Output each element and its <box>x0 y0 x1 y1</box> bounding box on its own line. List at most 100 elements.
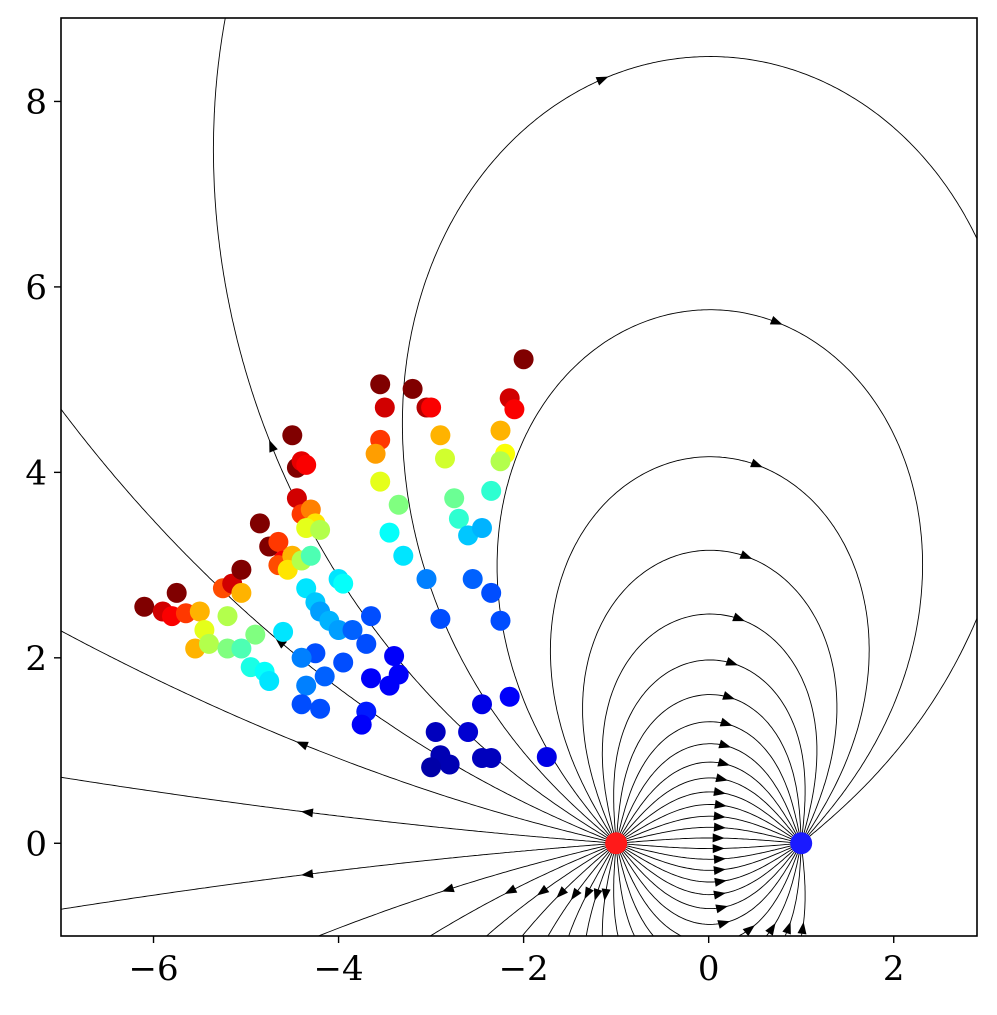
data-point-80 <box>416 569 437 589</box>
data-point-71 <box>370 471 391 492</box>
streamline-10 <box>613 659 806 844</box>
streamline-17 <box>61 408 612 842</box>
streamline-arrow-9 <box>722 691 735 700</box>
streamline-19 <box>61 776 611 844</box>
data-point-49 <box>384 646 405 666</box>
data-point-62 <box>333 573 354 594</box>
data-point-79 <box>472 518 492 538</box>
streamline-arrow-32 <box>742 925 755 936</box>
data-point-70 <box>430 425 451 446</box>
data-point-72 <box>435 448 455 469</box>
streamline-11 <box>601 613 818 844</box>
plot-area <box>61 18 977 936</box>
data-point-69 <box>365 443 386 464</box>
data-point-19 <box>231 559 252 580</box>
data-point-37 <box>296 675 317 696</box>
streamline-arrow-13 <box>750 458 763 468</box>
streamline-31 <box>616 843 802 936</box>
streamline-arrow-5 <box>715 773 729 783</box>
streamline-36 <box>620 842 802 883</box>
data-point-89 <box>481 480 502 501</box>
streamline-arrow-35 <box>713 890 726 900</box>
data-point-81 <box>462 569 483 589</box>
streamline-arrow-20 <box>300 869 314 879</box>
streamline-arrow-18 <box>295 741 309 751</box>
streamline-arrow-14 <box>769 315 783 325</box>
streamline-1 <box>621 826 802 844</box>
data-point-67 <box>421 397 442 418</box>
data-point-77 <box>393 545 414 566</box>
data-point-20 <box>273 621 294 642</box>
streamline-arrow-2 <box>713 811 726 821</box>
streamline-28 <box>601 848 616 936</box>
y-tick-label-0: 0 <box>25 824 47 864</box>
streamline-22 <box>429 844 612 936</box>
streamline-arrow-16 <box>269 439 278 453</box>
data-point-95 <box>458 722 479 742</box>
streamline-4 <box>620 791 802 844</box>
data-point-59 <box>310 519 331 540</box>
data-point-76 <box>379 522 400 543</box>
y-tick-label-3: 6 <box>25 268 47 308</box>
streamline-34 <box>619 843 802 910</box>
data-point-54 <box>286 488 307 509</box>
streamline-arrow-37 <box>713 866 726 876</box>
x-tick-label-3: 0 <box>698 949 720 989</box>
x-tick-label-1: −4 <box>314 949 364 989</box>
data-point-73 <box>388 494 409 515</box>
data-point-8 <box>199 633 219 654</box>
streamline-arrow-6 <box>717 757 731 767</box>
streamline-arrow-12 <box>739 550 753 559</box>
streamline-35 <box>620 842 802 896</box>
axes-frame <box>60 17 978 937</box>
streamline-arrow-36 <box>714 877 727 887</box>
data-point-100 <box>421 757 442 778</box>
data-point-94 <box>472 694 492 715</box>
streamline-arrow-8 <box>719 717 733 727</box>
streamline-arrow-28 <box>601 888 611 901</box>
data-point-36 <box>314 666 335 687</box>
streamline-24 <box>521 846 613 936</box>
x-tick-label-4: 2 <box>883 949 905 989</box>
data-point-5 <box>189 601 210 622</box>
streamline-3 <box>620 804 802 844</box>
data-point-64 <box>374 397 395 418</box>
streamline-2 <box>621 815 802 844</box>
streamline-arrow-25 <box>570 887 582 901</box>
x-tick-label-2: −2 <box>499 949 549 989</box>
streamline-38 <box>621 842 802 860</box>
data-point-86 <box>490 420 511 441</box>
streamline-14 <box>496 309 924 844</box>
streamline-8 <box>616 721 802 844</box>
streamline-arrow-15 <box>595 76 609 86</box>
data-point-43 <box>361 606 381 627</box>
data-point-97 <box>481 748 502 768</box>
data-point-33 <box>328 620 349 640</box>
charges <box>605 832 813 855</box>
data-point-10 <box>231 638 252 659</box>
streamline-26 <box>568 847 614 936</box>
data-point-42 <box>356 633 377 654</box>
streamline-arrow-23 <box>536 884 550 896</box>
streamline-arrow-10 <box>725 657 739 666</box>
streamline-arrow-30 <box>782 921 791 935</box>
streamline-arrow-4 <box>713 787 726 797</box>
data-point-91 <box>490 610 511 631</box>
streamline-arrow-33 <box>717 920 731 929</box>
data-point-46 <box>351 714 372 735</box>
streamline-13 <box>549 456 870 844</box>
data-point-83 <box>513 349 534 370</box>
streamline-arrow-11 <box>732 612 746 622</box>
streamline-39 <box>621 842 802 850</box>
data-point-65 <box>402 378 423 399</box>
streamline-arrow-22 <box>504 884 518 895</box>
data-point-0 <box>134 596 155 617</box>
streamline-0 <box>621 837 802 844</box>
streamline-6 <box>618 761 802 844</box>
data-point-39 <box>310 698 331 719</box>
streamline-18 <box>61 630 611 843</box>
streamline-30 <box>616 843 802 936</box>
data-point-53 <box>296 454 317 475</box>
streamline-arrow-34 <box>715 904 729 914</box>
data-point-21 <box>249 513 270 534</box>
